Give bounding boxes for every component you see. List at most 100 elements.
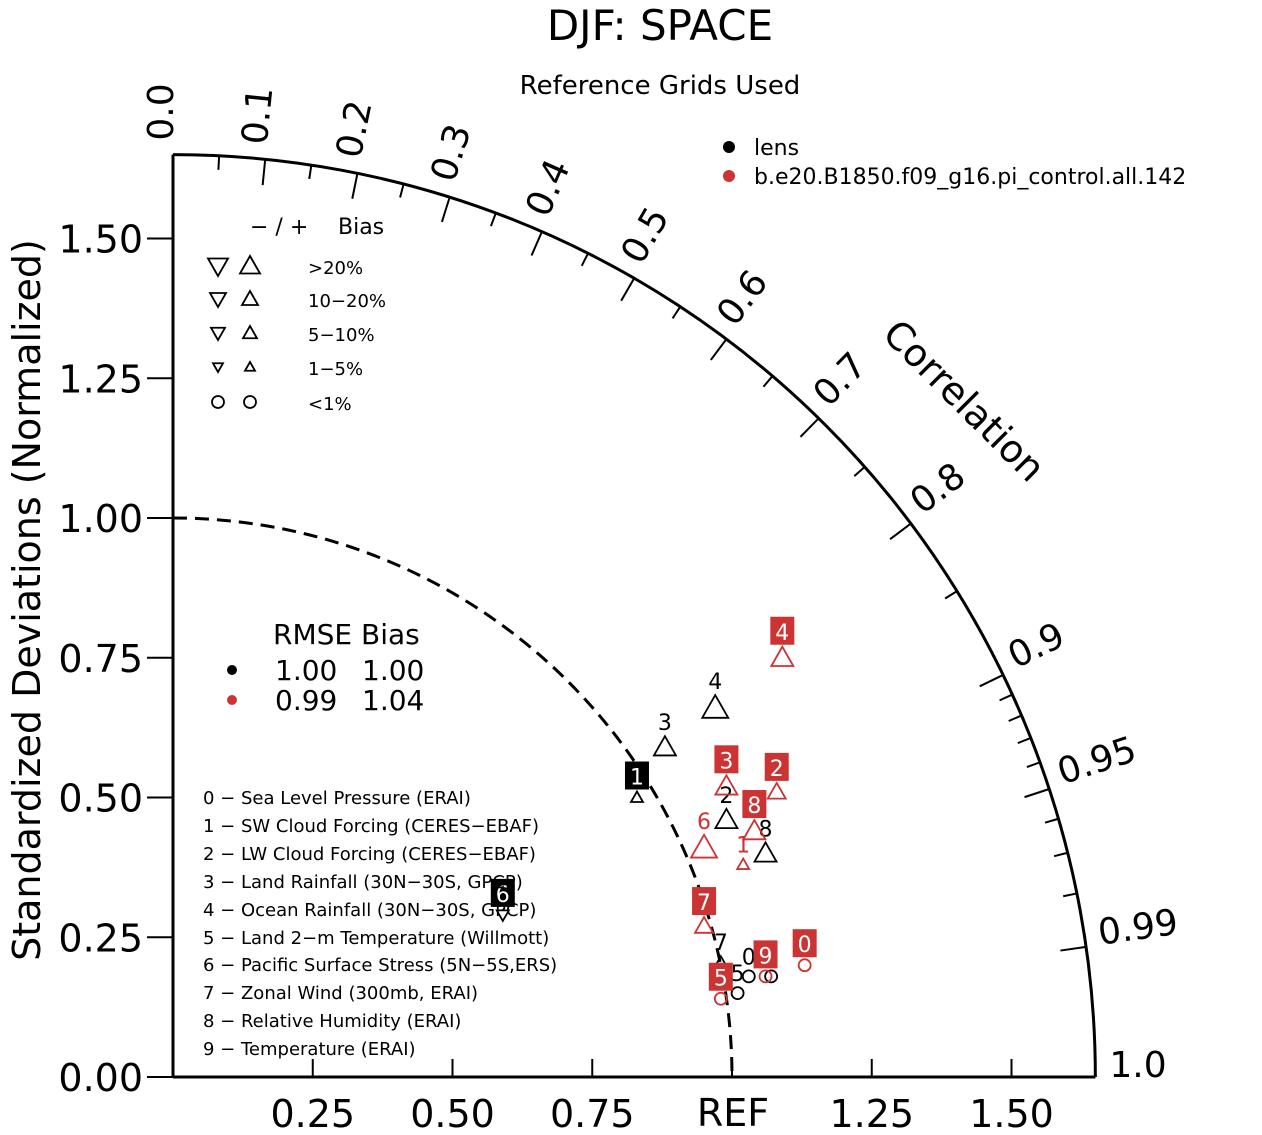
- data-point-marker: [735, 856, 751, 870]
- data-point-label: 1: [630, 766, 644, 791]
- rmse-legend-bias-pi-control: 1.04: [362, 684, 424, 717]
- corr-major-tick: [530, 231, 543, 256]
- corr-minor-tick: [1008, 714, 1022, 722]
- corr-tick-label: 0.8: [903, 455, 973, 522]
- data-point-marker: [689, 832, 719, 859]
- corr-tick-label: 0.6: [709, 263, 776, 333]
- corr-tick-label: 0.0: [141, 83, 182, 140]
- corr-minor-tick: [999, 693, 1013, 702]
- corr-major-tick: [889, 522, 912, 540]
- y-axis-label: Standardized Deviations (Normalized): [5, 239, 49, 961]
- data-point-marker: [713, 807, 739, 830]
- data-point-label: 3: [719, 749, 733, 774]
- data-point-marker: [713, 773, 739, 796]
- data-point-label: 2: [770, 757, 784, 782]
- corr-tick-label: 0.95: [1053, 729, 1142, 793]
- bias-legend-pos-marker: [243, 395, 257, 409]
- corr-major-tick: [710, 338, 728, 361]
- corr-major-tick: [261, 159, 267, 186]
- data-points: 01234567890123456789: [490, 616, 817, 1006]
- rmse-legend-header: RMSE Bias: [273, 618, 420, 651]
- data-point-label-box: [692, 887, 717, 916]
- x-tick-label: 1.50: [969, 1092, 1054, 1135]
- variable-list-item: 2 − LW Cloud Forcing (CERES−EBAF): [203, 844, 536, 865]
- data-point-marker: [713, 991, 728, 1006]
- corr-minor-tick: [217, 155, 221, 170]
- legend-label-pi-control: b.e20.B1850.f09_g16.pi_control.all.142: [754, 165, 1186, 190]
- data-point-label: 4: [708, 670, 722, 695]
- data-point-marker: [629, 789, 645, 803]
- variable-list-item: 1 − SW Cloud Forcing (CERES−EBAF): [203, 816, 539, 837]
- rmse-legend-bias-lens: 1.00: [362, 654, 424, 687]
- y-tick-label: 0.00: [58, 1056, 143, 1100]
- y-tick-label: 0.75: [58, 637, 143, 681]
- corr-minor-tick: [580, 252, 589, 267]
- data-point-label-box: [753, 940, 778, 969]
- data-point-marker: [764, 969, 779, 984]
- data-point-label-box: [708, 962, 733, 991]
- data-point-label-box: [714, 745, 739, 774]
- bias-legend-row: 10−20%: [308, 291, 386, 312]
- x-tick-label: 0.75: [550, 1092, 635, 1135]
- data-point-label: 0: [742, 945, 756, 970]
- x-tick-label: 0.25: [270, 1092, 355, 1135]
- corr-minor-tick: [671, 306, 682, 319]
- corr-major-tick: [620, 277, 636, 302]
- bias-legend-neg-marker: [211, 395, 225, 409]
- y-tick-label: 0.50: [58, 777, 143, 821]
- corr-tick-label: 0.1: [235, 85, 282, 146]
- data-point-label: 7: [714, 931, 728, 956]
- corr-minor-tick: [762, 375, 774, 388]
- variable-list-item: 7 − Zonal Wind (300mb, ERAI): [203, 983, 478, 1004]
- data-point-label-box: [490, 878, 515, 907]
- rmse-legend-marker-lens: [227, 665, 237, 675]
- bias-legend-row: <1%: [308, 394, 352, 415]
- rmse-legend: RMSE Bias 1.00 1.00 0.99 1.04: [227, 618, 424, 717]
- bias-legend-row: 1−5%: [308, 359, 363, 380]
- legend-marker-pi-control: [723, 170, 735, 182]
- corr-minor-tick: [489, 212, 497, 227]
- data-point-label-box: [764, 752, 789, 781]
- chart-title: DJF: SPACE: [547, 1, 773, 50]
- data-point-label-box: [742, 790, 767, 819]
- corr-major-tick: [1024, 788, 1050, 799]
- axes: 0.000.250.500.751.001.251.500.25 0.50 0.75…: [58, 153, 1097, 1135]
- corr-major-tick: [1060, 945, 1087, 952]
- bias-legend-neg-marker: [206, 257, 230, 278]
- corr-minor-tick: [1026, 761, 1041, 769]
- data-point-label: 6: [496, 883, 510, 908]
- data-point-marker: [652, 734, 678, 757]
- data-point-marker: [495, 909, 511, 923]
- variable-list-item: 9 − Temperature (ERAI): [203, 1039, 416, 1060]
- rmse-legend-marker-pi-control: [227, 695, 237, 705]
- data-point-marker: [730, 986, 745, 1001]
- y-tick-label: 0.25: [58, 916, 143, 960]
- bias-legend-signs: − / +: [250, 215, 308, 240]
- bias-legend-pos-marker: [241, 324, 259, 340]
- variable-list-item: 8 − Relative Humidity (ERAI): [203, 1011, 461, 1032]
- corr-major-tick: [799, 417, 820, 438]
- corr-minor-tick: [399, 183, 405, 198]
- bias-legend-neg-marker: [209, 326, 227, 342]
- corr-tick-label: 0.3: [423, 120, 479, 187]
- variable-list-item: 0 − Sea Level Pressure (ERAI): [203, 788, 471, 809]
- corr-tick-label: 0.5: [613, 201, 677, 271]
- data-point-label: 2: [719, 784, 733, 809]
- corr-minor-tick: [944, 590, 958, 600]
- bias-legend: − / + Bias >20% 10−20% 5−10% 1−5% <1%: [206, 215, 386, 415]
- data-point-marker: [752, 840, 779, 863]
- series-legend: lens b.e20.B1850.f09_g16.pi_control.all.…: [723, 136, 1186, 190]
- data-point-label: 1: [736, 834, 750, 859]
- correlation-label: Correlation: [875, 311, 1054, 490]
- data-point-marker: [758, 969, 773, 984]
- corr-minor-tick: [1062, 892, 1078, 898]
- legend-label-lens: lens: [754, 136, 799, 161]
- x-tick-label: 1.25: [829, 1092, 914, 1135]
- data-point-label: 6: [697, 810, 711, 835]
- bias-legend-row: 5−10%: [308, 325, 375, 346]
- data-point-label: 3: [658, 711, 672, 736]
- chart-subtitle: Reference Grids Used: [520, 71, 801, 101]
- outer-arc: [172, 153, 1097, 1078]
- corr-major-tick: [440, 196, 451, 223]
